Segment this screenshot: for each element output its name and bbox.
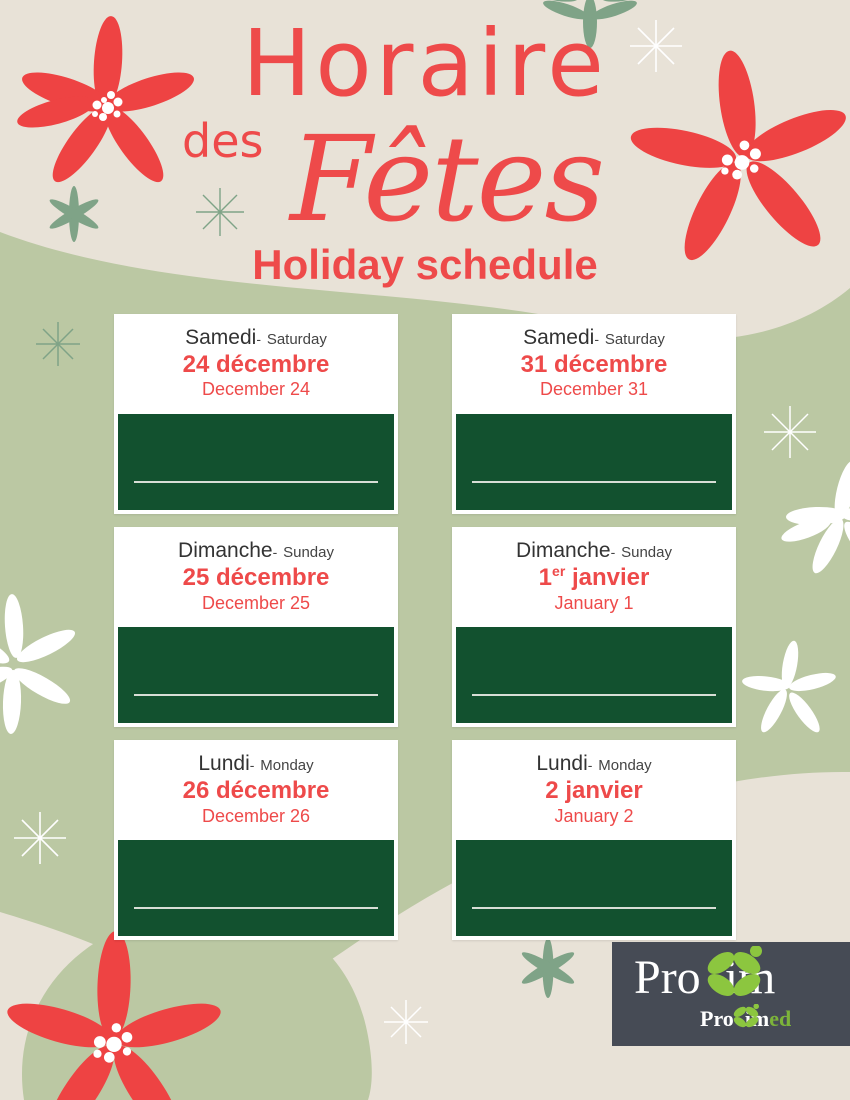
star-sparkle-icon <box>36 322 80 366</box>
day-name-line: Lundi- Monday <box>460 752 728 776</box>
write-line <box>134 907 378 910</box>
day-name-fr: Dimanche <box>516 539 611 563</box>
day-name-en: Monday <box>260 757 314 775</box>
poinsettia-flower-icon <box>7 931 221 1100</box>
date-fr-month: janvier <box>571 564 650 592</box>
day-separator: - <box>256 331 261 347</box>
date-fr: 2 janvier <box>460 777 728 805</box>
day-name-fr: Lundi <box>198 752 250 776</box>
white-flower-icon <box>0 594 76 734</box>
schedule-row: Dimanche- Sunday 25 décembre December 25… <box>114 527 736 728</box>
date-fr-month: décembre <box>553 351 668 379</box>
schedule-card: Dimanche- Sunday 25 décembre December 25 <box>114 527 398 728</box>
schedule-card: Samedi- Saturday 31 décembre December 31 <box>452 314 736 515</box>
day-name-fr: Samedi <box>185 326 257 349</box>
day-name-fr: Lundi <box>536 752 588 776</box>
write-line <box>472 694 716 697</box>
day-name-en: Sunday <box>283 544 334 562</box>
schedule-hours-area[interactable] <box>456 840 732 937</box>
butterfly-x-icon <box>707 946 762 996</box>
date-fr-number: 1 <box>538 564 553 592</box>
schedule-card-header: Lundi- Monday 26 décembre December 26 <box>114 740 398 838</box>
schedule-card-header: Samedi- Saturday 24 décembre December 24 <box>114 314 398 412</box>
star-sparkle-icon <box>14 812 66 864</box>
date-fr-month: janvier <box>565 777 643 805</box>
date-en: December 24 <box>201 379 311 400</box>
date-fr-month: décembre <box>215 777 330 805</box>
write-line <box>134 694 378 697</box>
schedule-card-header: Dimanche- Sunday 1er janvier January 1 <box>452 527 736 625</box>
schedule-card-header: Lundi- Monday 2 janvier January 2 <box>452 740 736 838</box>
date-en: December 26 <box>201 805 311 826</box>
schedule-card-header: Dimanche- Sunday 25 décembre December 25 <box>114 527 398 625</box>
day-name-line: Dimanche- Sunday <box>122 539 390 563</box>
date-fr: 24 décembre <box>122 351 390 379</box>
star-sparkle-icon <box>384 1000 428 1044</box>
write-line <box>472 481 716 484</box>
day-name-en: Saturday <box>266 331 327 348</box>
schedule-card: Dimanche- Sunday 1er janvier January 1 <box>452 527 736 728</box>
date-fr-number: 2 <box>545 777 559 805</box>
schedule-grid: Samedi- Saturday 24 décembre December 24… <box>114 314 736 953</box>
star-sparkle-icon <box>764 406 816 458</box>
day-name-en: Saturday <box>604 331 665 348</box>
day-name-line: Samedi- Saturday <box>122 326 390 350</box>
schedule-row: Lundi- Monday 26 décembre December 26 Lu… <box>114 740 736 941</box>
schedule-hours-area[interactable] <box>118 627 394 724</box>
day-separator: - <box>610 544 616 561</box>
schedule-hours-area[interactable] <box>118 840 394 937</box>
date-fr-month: décembre <box>215 351 330 379</box>
white-flower-icon <box>742 640 836 733</box>
logo-sub-pro-text: Pro <box>700 1006 734 1031</box>
date-fr: 26 décembre <box>122 777 390 805</box>
date-en: December 31 <box>539 379 649 400</box>
day-name-line: Dimanche- Sunday <box>460 539 728 563</box>
schedule-card: Lundi- Monday 2 janvier January 2 <box>452 740 736 941</box>
butterfly-x-icon <box>733 1004 759 1028</box>
logo-sub-ed-text: ed <box>769 1006 792 1031</box>
day-name-en: Sunday <box>621 544 672 562</box>
date-fr-ordinal: er <box>552 563 566 580</box>
date-en: January 2 <box>554 805 634 826</box>
day-separator: - <box>594 331 599 347</box>
poster-header: Horaire des Fêtes Holiday schedule <box>0 0 850 300</box>
schedule-hours-area[interactable] <box>456 414 732 511</box>
date-fr-number: 25 <box>182 564 210 592</box>
date-en: January 1 <box>554 592 634 613</box>
poinsettia-center-dots <box>93 1023 133 1063</box>
day-name-line: Samedi- Saturday <box>460 326 728 350</box>
date-fr-number: 24 <box>182 351 210 379</box>
date-fr-month: décembre <box>215 564 330 592</box>
date-en: December 25 <box>201 592 311 613</box>
schedule-card-header: Samedi- Saturday 31 décembre December 31 <box>452 314 736 412</box>
logo-pro-text: Pro <box>634 951 701 1004</box>
title-horaire: Horaire <box>242 10 608 117</box>
schedule-card: Lundi- Monday 26 décembre December 26 <box>114 740 398 941</box>
date-fr-number: 26 <box>182 777 210 805</box>
title-holiday-schedule: Holiday schedule <box>252 241 598 288</box>
schedule-hours-area[interactable] <box>118 414 394 511</box>
day-name-en: Monday <box>598 757 652 775</box>
date-fr: 31 décembre <box>460 351 728 379</box>
day-separator: - <box>587 757 593 774</box>
write-line <box>134 481 378 484</box>
day-name-line: Lundi- Monday <box>122 752 390 776</box>
schedule-card: Samedi- Saturday 24 décembre December 24 <box>114 314 398 515</box>
day-separator: - <box>272 544 278 561</box>
proxim-logo[interactable]: Proxim Proximed <box>612 942 850 1046</box>
white-flower-icon <box>781 460 850 574</box>
schedule-row: Samedi- Saturday 24 décembre December 24… <box>114 314 736 515</box>
date-fr-number: 31 <box>520 351 548 379</box>
day-name-fr: Samedi <box>523 326 595 349</box>
title-des: des <box>182 114 264 168</box>
day-name-fr: Dimanche <box>178 539 273 563</box>
schedule-hours-area[interactable] <box>456 627 732 724</box>
day-separator: - <box>249 757 255 774</box>
date-fr: 1er janvier <box>460 564 728 592</box>
write-line <box>472 907 716 910</box>
title-fetes: Fêtes <box>290 110 605 248</box>
date-fr: 25 décembre <box>122 564 390 592</box>
